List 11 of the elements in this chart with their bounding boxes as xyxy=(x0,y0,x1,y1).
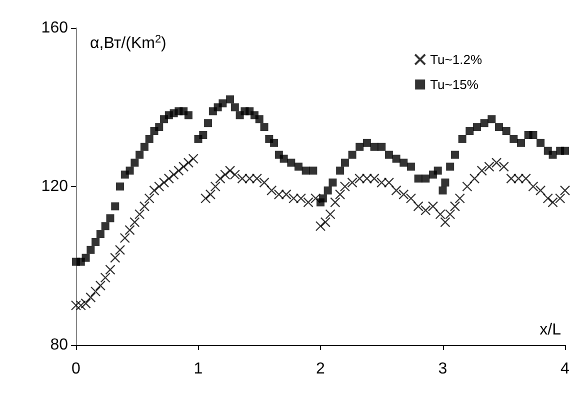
legend-label: Tu~1.2% xyxy=(430,52,482,67)
y-tick-label: 160 xyxy=(41,20,68,36)
x-tick-label: 1 xyxy=(194,360,203,378)
x-tick-label: 2 xyxy=(316,360,326,378)
legend-label: Tu~15% xyxy=(430,77,479,92)
x-tick-label: 0 xyxy=(72,360,81,378)
x-axis-title: x/L xyxy=(540,322,562,338)
x-tick-label: 3 xyxy=(438,360,448,378)
y-tick-label: 80 xyxy=(50,336,68,354)
x-tick-label: 4 xyxy=(560,360,570,378)
y-tick-label: 120 xyxy=(41,178,68,195)
